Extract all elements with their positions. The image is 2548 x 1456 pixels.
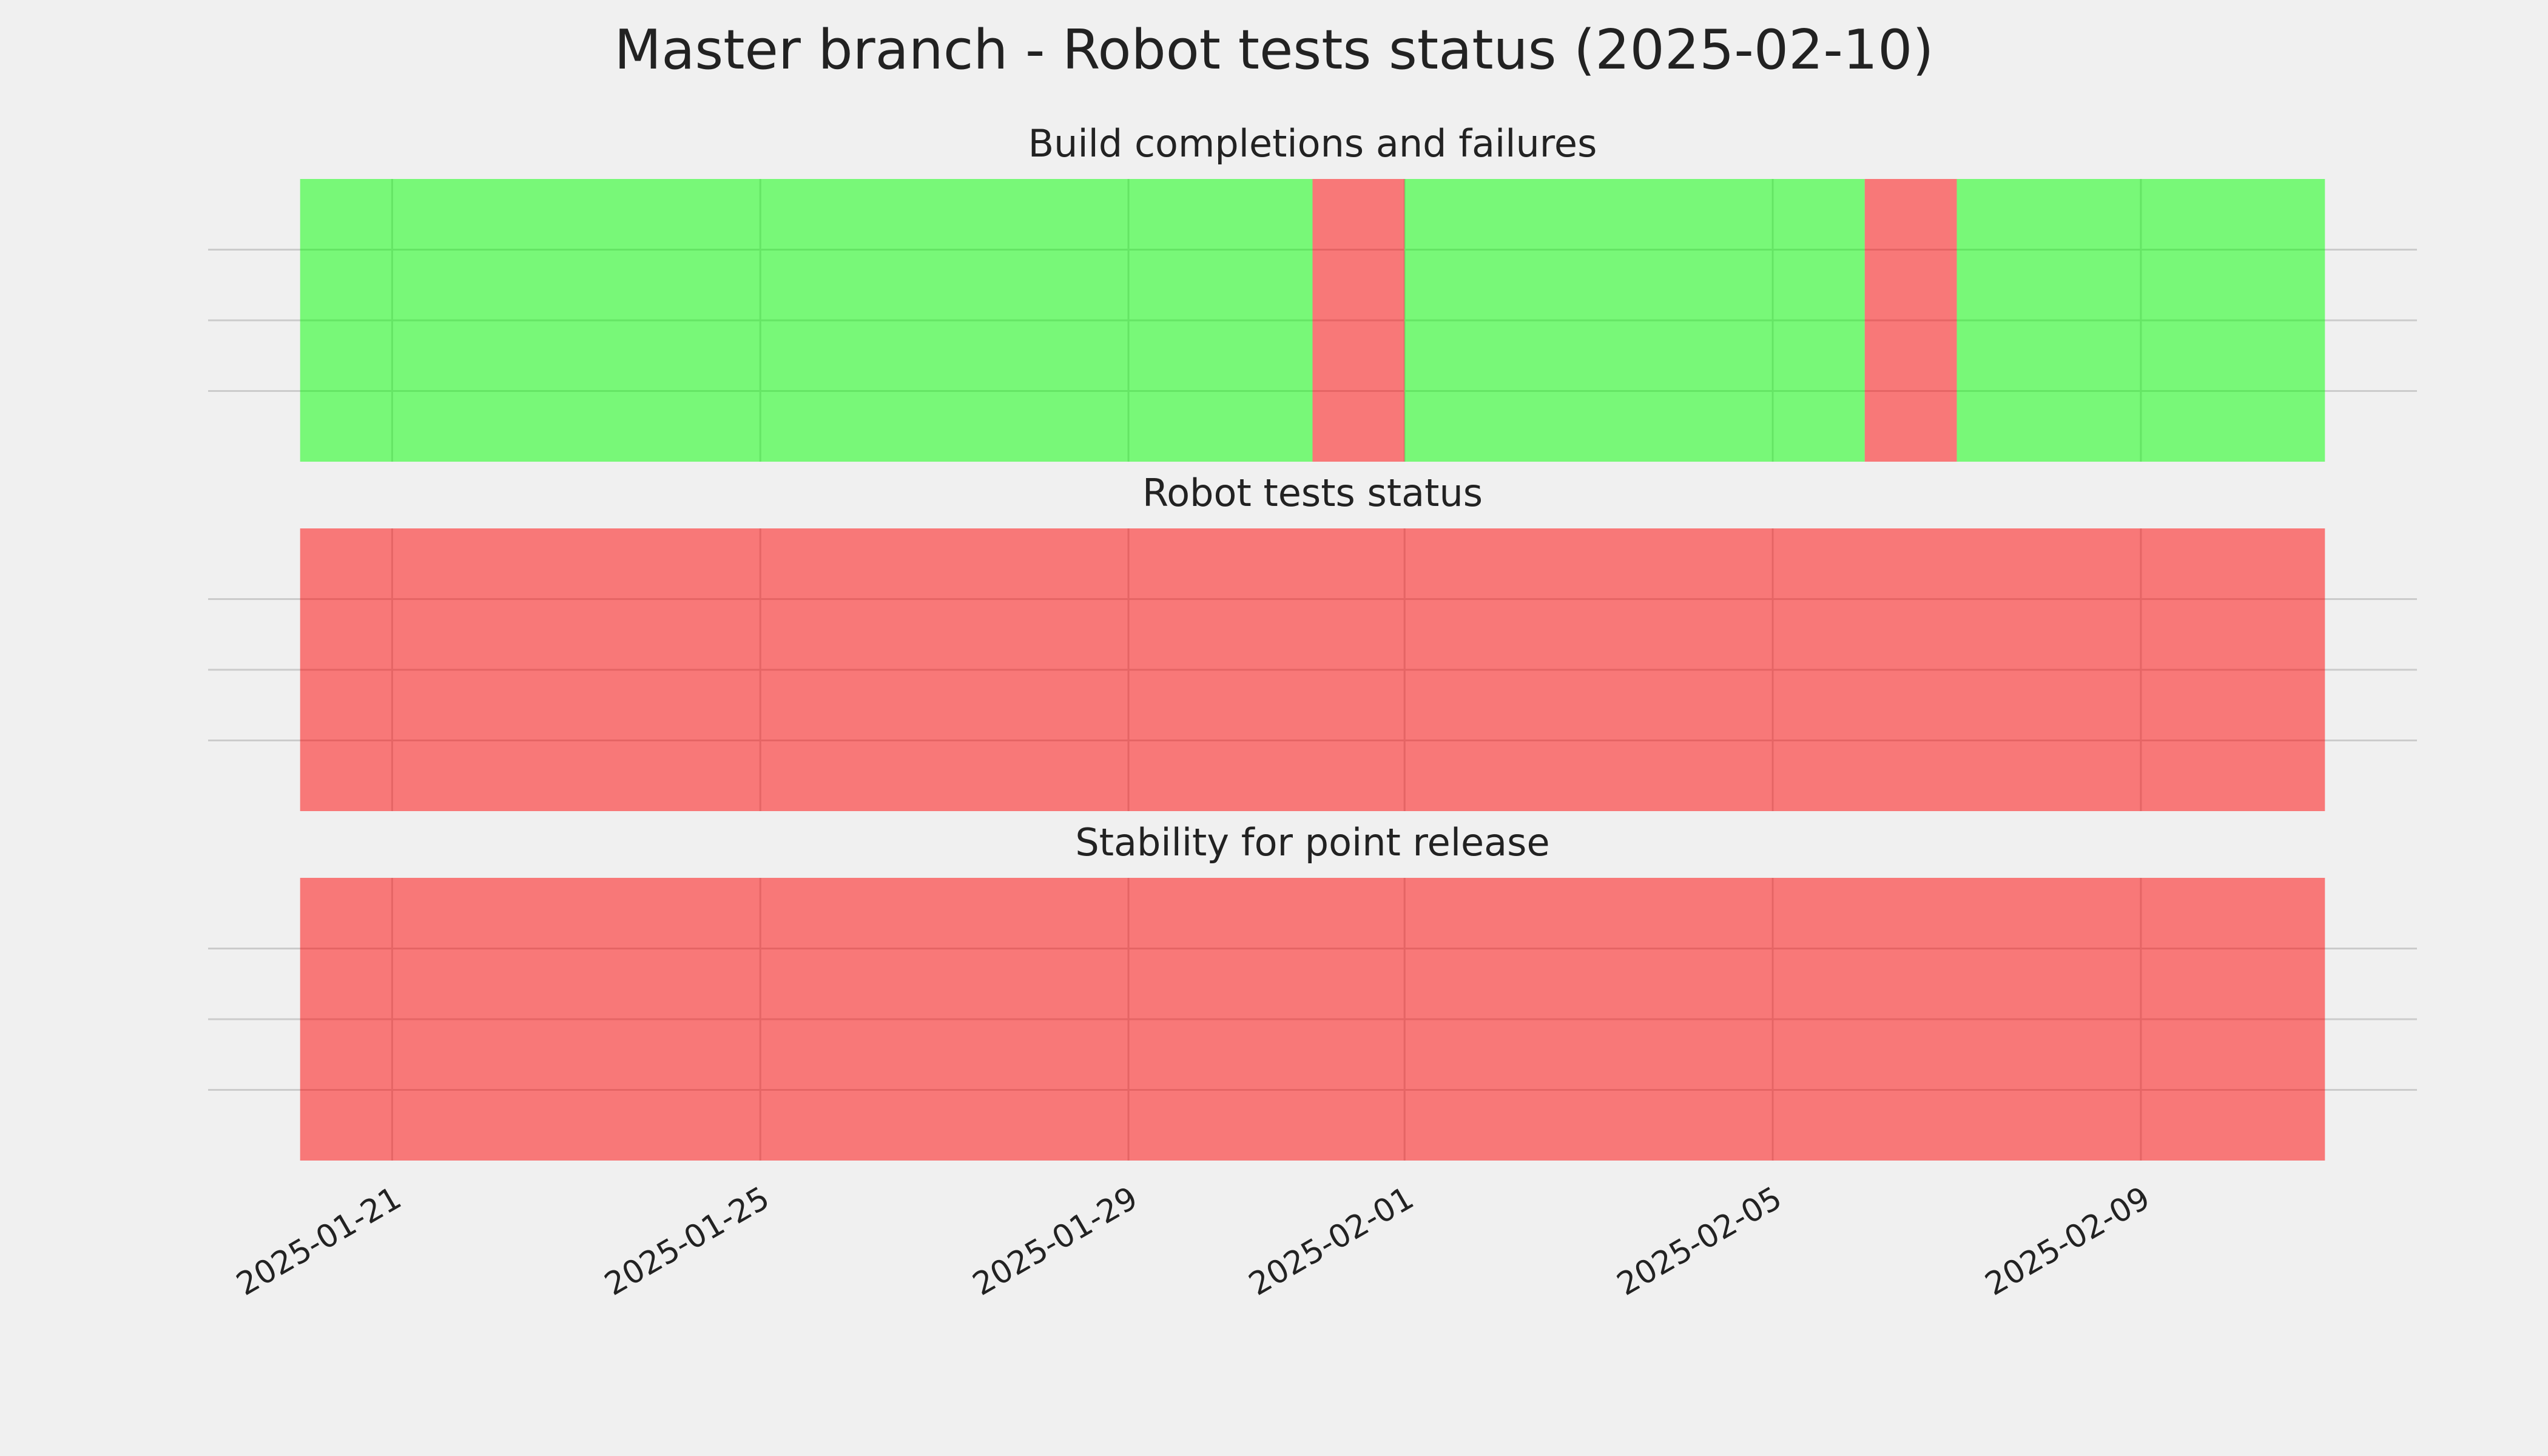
figure-title: Master branch - Robot tests status (2025… <box>615 18 1934 82</box>
panel-title: Build completions and failures <box>1028 121 1597 166</box>
panel-title: Robot tests status <box>1142 471 1483 515</box>
status-span <box>300 179 1313 462</box>
status-span <box>1312 179 1405 462</box>
status-span <box>1864 179 1957 462</box>
status-span <box>300 878 2325 1161</box>
status-span <box>1956 179 2325 462</box>
status-span <box>1404 179 1865 462</box>
panel-title: Stability for point release <box>1075 820 1549 864</box>
status-span <box>300 528 2325 811</box>
